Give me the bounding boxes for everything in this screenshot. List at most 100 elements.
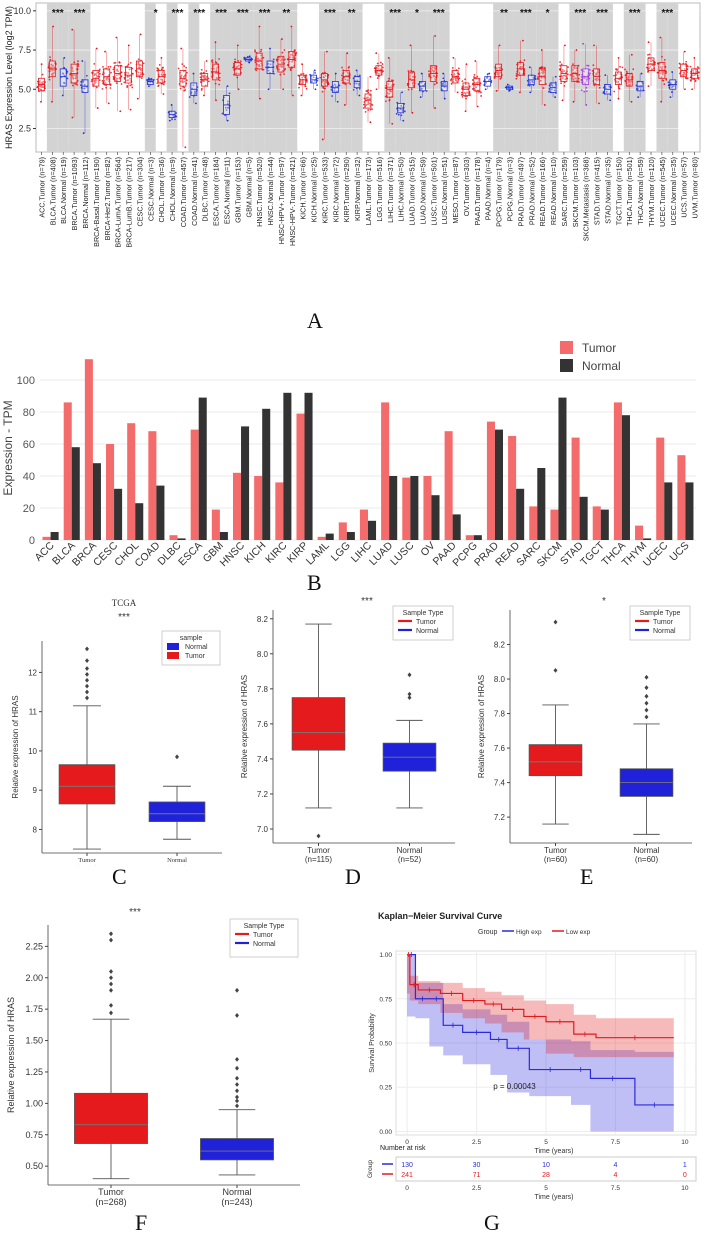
data-point — [76, 83, 79, 86]
data-point — [367, 101, 370, 104]
data-point — [327, 82, 330, 85]
data-point — [174, 118, 176, 121]
bar-tumor — [571, 437, 580, 540]
data-point — [185, 66, 188, 69]
bar-normal — [431, 495, 440, 540]
y-tick-label: 2.00 — [25, 973, 43, 983]
data-point — [112, 68, 115, 71]
data-point — [597, 78, 600, 81]
data-point — [441, 84, 444, 86]
data-point — [224, 106, 227, 109]
data-point — [109, 87, 112, 89]
data-point — [457, 67, 460, 70]
p-value: p = 0.00043 — [493, 1082, 536, 1091]
data-point — [62, 72, 65, 75]
legend-swatch-normal — [560, 359, 573, 372]
risk-value: 28 — [542, 1172, 550, 1179]
data-point — [453, 72, 456, 75]
y-tick-label: 0.75 — [379, 996, 392, 1003]
data-point — [276, 59, 278, 62]
data-point — [649, 60, 652, 62]
data-point — [694, 73, 697, 76]
data-point — [346, 52, 349, 55]
data-point — [310, 77, 313, 80]
significance-label: *** — [596, 8, 608, 19]
data-point — [682, 74, 685, 77]
data-point — [498, 66, 501, 69]
data-point — [551, 84, 553, 86]
data-point — [127, 72, 130, 74]
data-point — [691, 88, 694, 91]
data-point — [51, 66, 54, 69]
data-point — [292, 51, 295, 54]
significance-label: *** — [129, 907, 141, 918]
data-point — [593, 44, 595, 47]
data-point — [142, 73, 145, 76]
outlier-point — [235, 1094, 239, 1100]
x-tick-count: (n=115) — [305, 855, 333, 864]
data-point — [496, 73, 499, 76]
x-tick-label: KIRC.Normal (n=72) — [331, 157, 340, 222]
bar-tumor — [486, 421, 495, 540]
data-point — [399, 108, 402, 111]
data-point — [661, 73, 664, 76]
data-point — [402, 119, 405, 122]
data-point — [432, 66, 434, 69]
data-point — [256, 63, 259, 66]
data-point — [363, 103, 365, 106]
data-point — [40, 88, 43, 91]
x-tick-label: THCA.Tumor (n=501) — [625, 157, 634, 226]
data-point — [539, 79, 542, 82]
data-point — [464, 92, 467, 95]
data-point — [373, 67, 376, 70]
data-point — [564, 44, 566, 47]
y-tick-label: 7.8 — [494, 710, 506, 719]
data-point — [663, 58, 666, 61]
data-point — [461, 95, 464, 98]
data-point — [419, 96, 422, 99]
bar-tumor — [359, 509, 368, 540]
legend-label: Normal — [185, 644, 208, 651]
data-point — [330, 88, 333, 91]
chart-c: 8 9 10 11 12 Relative expression of HRAS TCGA *… — [11, 598, 222, 872]
risk-x-tick-label: 0 — [405, 1185, 409, 1192]
significance-label: *** — [215, 8, 227, 19]
bar-tumor — [211, 509, 220, 540]
data-point — [346, 79, 349, 81]
y-tick-label: 7.2 — [494, 813, 506, 822]
x-tick-label: Normal — [222, 1187, 251, 1197]
data-point — [192, 84, 195, 87]
bar-normal — [516, 488, 525, 540]
legend-label: Low exp — [566, 929, 591, 936]
data-point — [412, 85, 415, 88]
data-point — [260, 54, 262, 57]
data-point — [617, 81, 619, 83]
data-point — [667, 84, 670, 87]
data-point — [116, 69, 118, 72]
data-point — [333, 87, 336, 90]
x-tick-label: Normal — [634, 846, 660, 855]
data-point — [379, 68, 382, 71]
data-point — [107, 68, 110, 71]
data-point — [695, 71, 698, 74]
x-tick-label: LAML.Tumor (n=173) — [364, 157, 373, 225]
data-point — [466, 91, 468, 94]
y-tick-label: 8.2 — [494, 641, 506, 650]
data-point — [367, 96, 369, 99]
data-point — [580, 76, 583, 78]
data-point — [452, 56, 455, 59]
data-point — [128, 75, 131, 78]
data-point — [529, 91, 532, 94]
data-point — [574, 77, 577, 80]
data-point — [474, 82, 476, 85]
data-point — [560, 63, 563, 66]
data-point — [451, 67, 454, 69]
data-point — [531, 81, 534, 84]
data-point — [215, 68, 218, 70]
bar-normal — [92, 463, 101, 540]
data-point — [616, 69, 618, 71]
x-tick-label: KIRC.Tumor (n=533) — [320, 157, 329, 224]
data-point — [604, 74, 607, 77]
data-point — [183, 65, 186, 67]
x-tick-label: ACC.Tumor (n=79) — [37, 157, 46, 218]
